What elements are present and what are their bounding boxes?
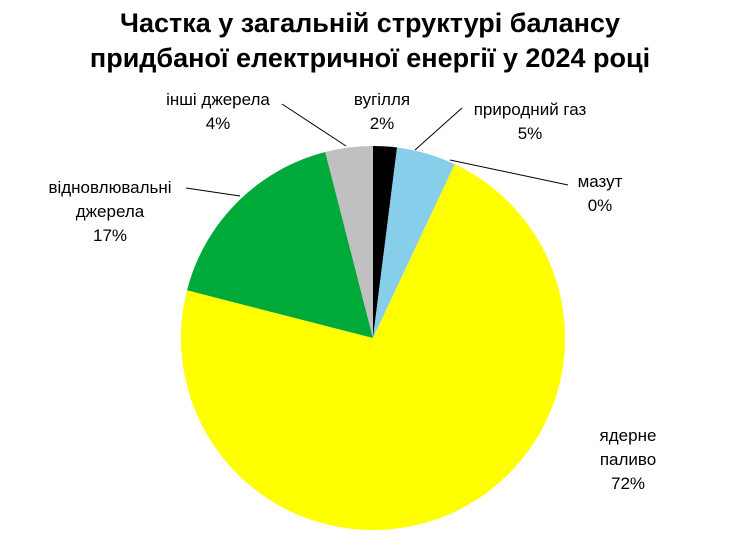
- value-label: 2%: [369, 114, 395, 133]
- value-label: 0%: [587, 196, 613, 215]
- slice-label: мазут: [577, 172, 623, 191]
- value-label: 4%: [205, 114, 231, 133]
- leader-line: [414, 107, 463, 151]
- value-label: 17%: [92, 226, 128, 245]
- pie-slice: [187, 152, 373, 338]
- leader-line: [281, 103, 347, 147]
- pie-slice: [373, 147, 455, 338]
- pie-slice: [180, 164, 565, 531]
- slice-label: ядерне паливо: [599, 426, 657, 469]
- slice-label: відновлювальні джерела: [48, 178, 172, 221]
- slice-label: вугілля: [353, 90, 411, 109]
- pie-slice: [325, 146, 373, 338]
- value-label: 5%: [517, 124, 543, 143]
- leader-line: [449, 159, 569, 186]
- chart-title: Частка у загальній структурі балансу при…: [89, 8, 651, 73]
- slice-label: інші джерела: [166, 90, 270, 109]
- value-label: 72%: [610, 474, 646, 493]
- slice-label: природний газ: [473, 100, 587, 119]
- pie-slice: [373, 146, 398, 338]
- leader-line: [185, 187, 241, 197]
